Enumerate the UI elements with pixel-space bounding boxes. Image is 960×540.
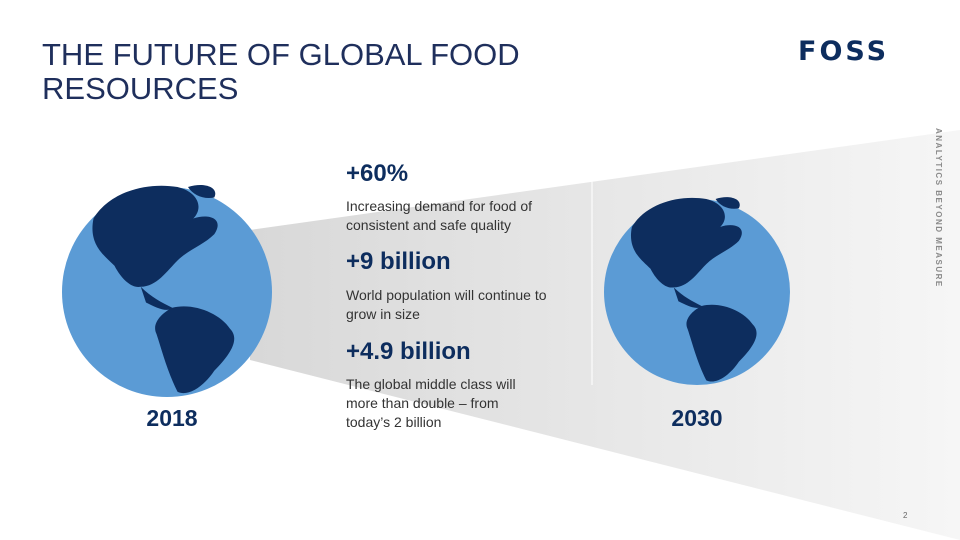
- stat-text: The global middle class will more than d…: [346, 376, 516, 430]
- stat-figure: +4.9 billion: [346, 338, 471, 365]
- tagline: ANALYTICS BEYOND MEASURE: [934, 128, 943, 288]
- logo: FOSS: [798, 36, 890, 67]
- stat-text: Increasing demand for food of consistent…: [346, 198, 533, 233]
- stat-figure: +9 billion: [346, 248, 451, 275]
- globe-2030: [604, 197, 790, 385]
- beam: [250, 130, 960, 540]
- stat-text: World population will continue to grow i…: [346, 287, 547, 322]
- stat-figure: +60%: [346, 160, 409, 187]
- year-label: 2018: [146, 405, 198, 431]
- page-number: 2: [903, 511, 908, 520]
- globe-2018: [62, 184, 272, 397]
- year-label: 2030: [671, 405, 723, 431]
- title: THE FUTURE OF GLOBAL FOOD RESOURCES: [42, 37, 520, 106]
